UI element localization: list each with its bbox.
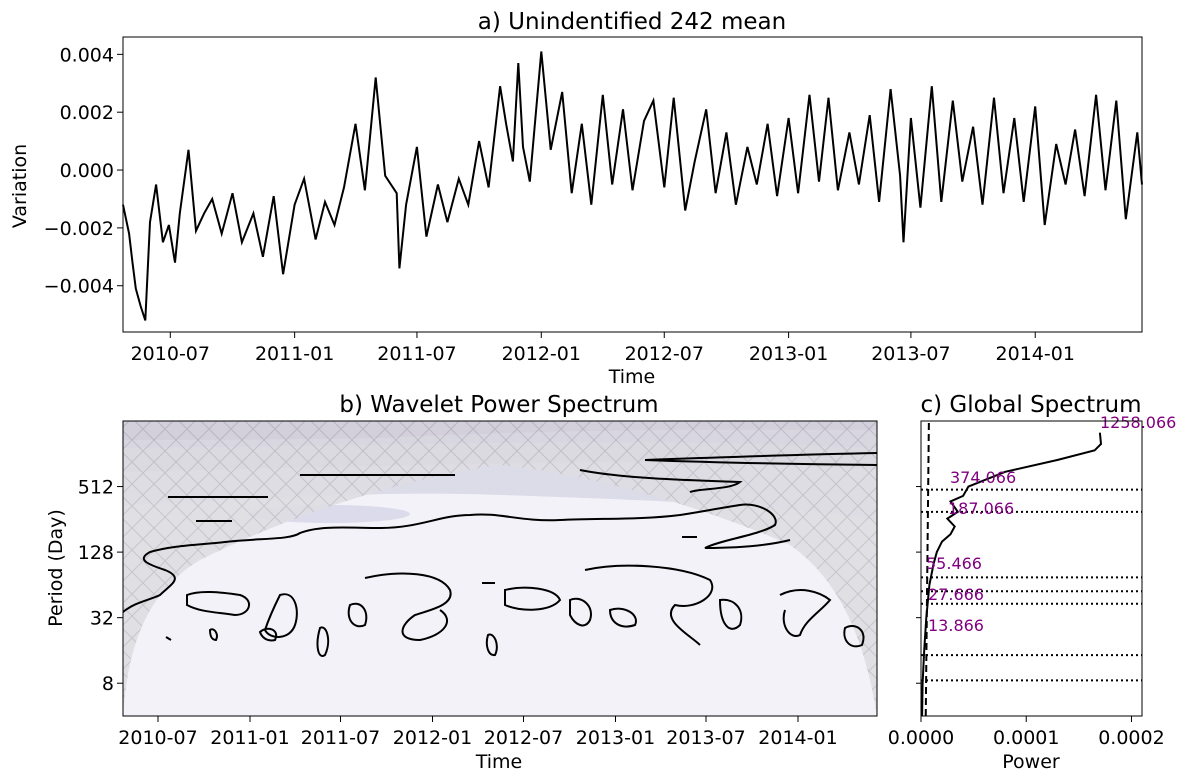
panel-b-y-ticks: 512 128 32 8 [78, 477, 123, 695]
panel-a-x-ticks: 2010-07 2011-01 2011-07 2012-01 2012-07 2013-… [131, 332, 1075, 365]
panel-a-frame [122, 36, 1143, 333]
panel-a-x-tick-label: 2014-01 [996, 343, 1075, 365]
contour-blob10 [779, 589, 832, 637]
significance-line [924, 420, 930, 717]
panel-b-x-ticks: 2010-07 2011-01 2011-07 2012-01 2012-07 2013-… [118, 716, 838, 749]
panel-a-x-tick-label: 2011-01 [255, 343, 334, 365]
panel-a-title: a) Unindentified 242 mean [478, 9, 786, 35]
panel-b-xlabel: Time [475, 751, 523, 773]
panel-a-y-tick-label: −0.002 [44, 218, 114, 240]
contour-blob5 [504, 586, 562, 611]
panel-b-y-tick-label: 8 [102, 673, 114, 695]
panel-b-x-tick-label: 2010-07 [118, 727, 197, 749]
panel-b-x-tick-label: 2012-01 [393, 727, 472, 749]
panel-a-xlabel: Time [608, 366, 656, 388]
panel-a-x-tick-label: 2012-01 [502, 343, 581, 365]
contour-ring [579, 469, 743, 493]
panel-b-x-tick-label: 2014-01 [758, 727, 837, 749]
wavelet-field [123, 421, 877, 716]
contour-blob11 [843, 625, 865, 648]
panel-c-title: c) Global Spectrum [920, 392, 1141, 418]
panel-b-x-tick-label: 2011-01 [210, 727, 289, 749]
contour-blob12 [316, 626, 330, 657]
significance-contours [123, 452, 877, 657]
panel-c-x-ticks: 0.0000 0.0001 0.0002 [888, 716, 1165, 749]
panel-a-x-tick-label: 2012-07 [625, 343, 704, 365]
panel-b-title: b) Wavelet Power Spectrum [339, 392, 658, 418]
panel-b-x-tick-label: 2011-07 [301, 727, 380, 749]
panel-b-x-tick-label: 2013-07 [666, 727, 745, 749]
peak-label: 374.066 [950, 468, 1016, 487]
peak-label: 1258.066 [1100, 413, 1176, 432]
panel-c-frame [920, 420, 1143, 717]
contour-main [123, 503, 791, 613]
panel-a-y-tick-label: 0.002 [60, 102, 114, 124]
panel-c-x-tick-label: 0.0000 [888, 727, 954, 749]
contour-blob4 [347, 602, 368, 628]
contour-blob13 [485, 633, 498, 657]
contour-blob3 [364, 572, 452, 642]
panel-b-ylabel: Period (Day) [45, 509, 67, 627]
contour-blob1 [186, 591, 250, 617]
panel-b-x-tick-label: 2012-07 [484, 727, 563, 749]
contour-blob15 [208, 628, 218, 642]
panel-a-y-ticks: 0.004 0.002 0.000 −0.002 −0.004 [44, 44, 123, 298]
panel-b-y-tick-label: 128 [78, 542, 114, 564]
contour-blob2 [263, 593, 298, 638]
panel-a-series-line [122, 51, 1143, 321]
panel-a-x-tick-label: 2010-07 [131, 343, 210, 365]
global-spectrum-line [921, 432, 1103, 717]
panel-b: b) Wavelet Power Spectrum [45, 392, 878, 773]
contour-blob6 [584, 564, 714, 646]
panel-a: a) Unindentified 242 mean 0.0040.0020.00… [9, 9, 1143, 388]
panel-c-x-tick-label: 0.0001 [993, 727, 1059, 749]
panel-c-x-tick-label: 0.0002 [1098, 727, 1164, 749]
panel-b-x-tick-label: 2013-01 [576, 727, 655, 749]
panel-b-y-tick-label: 32 [90, 608, 114, 630]
peak-label: 27.666 [928, 585, 984, 604]
panel-a-ylabel: Variation [9, 144, 31, 228]
contour-blob14 [258, 627, 278, 642]
contour-blob16 [165, 636, 172, 641]
panel-c-xlabel: Power [1002, 751, 1060, 773]
panel-c-content: 1258.066 374.066 187.066 55.466 27.666 13.866 [916, 413, 1176, 717]
panel-a-y-tick-label: −0.004 [44, 276, 114, 298]
panel-a-series-group [122, 51, 1143, 321]
panel-a-y-tick-label: 0.000 [60, 160, 114, 182]
peak-label: 187.066 [948, 499, 1014, 518]
peak-label: 55.466 [926, 554, 982, 573]
panel-b-y-tick-label: 512 [78, 477, 114, 499]
contour-blob7 [569, 597, 592, 627]
panel-a-x-tick-label: 2013-07 [871, 343, 950, 365]
panel-b-frame [122, 420, 878, 717]
panel-c: c) Global Spectrum 1258.066 374.066 187.06… [888, 392, 1177, 773]
panel-a-x-tick-label: 2011-07 [377, 343, 456, 365]
contour-top [644, 452, 877, 466]
panel-a-y-tick-label: 0.004 [60, 44, 114, 66]
cone-of-influence [123, 421, 877, 716]
peak-label: 13.866 [928, 616, 984, 635]
contour-blob8 [608, 607, 637, 628]
contour-blob9 [718, 598, 743, 630]
panel-a-x-tick-label: 2013-01 [749, 343, 828, 365]
